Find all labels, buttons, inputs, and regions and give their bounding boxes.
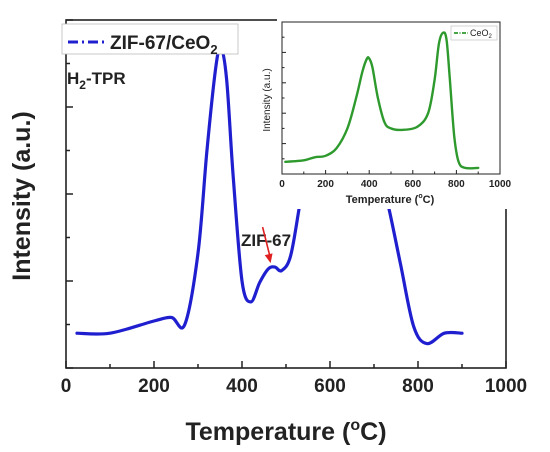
tpr-label: H2-TPR xyxy=(67,69,126,92)
inset-x-tick-label: 0 xyxy=(279,179,285,190)
inset-x-tick-label: 200 xyxy=(317,179,334,190)
main-x-tick-label: 200 xyxy=(138,376,170,397)
inset-legend: CeO2 xyxy=(450,25,498,41)
main-x-tick-label: 800 xyxy=(402,376,434,397)
inset-series-line xyxy=(284,31,480,170)
main-y-axis-title: Intensity (a.u.) xyxy=(8,111,36,280)
inset-x-tick-label: 800 xyxy=(448,179,465,190)
main-x-axis-title: Temperature (oC) xyxy=(185,417,386,446)
inset-x-axis-title: Temperature (oC) xyxy=(346,193,435,206)
main-legend: ZIF-67/CeO2 xyxy=(61,23,239,57)
main-x-tick-label: 400 xyxy=(226,376,258,397)
inset-x-tick-label: 1000 xyxy=(489,179,512,190)
zif67-arrow xyxy=(261,226,271,256)
inset-y-axis-title: Intensity (a.u.) xyxy=(262,68,273,131)
inset-legend-label: CeO2 xyxy=(470,28,493,40)
inset-background xyxy=(277,19,507,209)
main-x-ticks: 0 200 400 600 800 1000 xyxy=(61,361,527,397)
zif67-arrowhead xyxy=(264,253,273,264)
inset-legend-box xyxy=(450,25,498,41)
inset-plot: 0 200 400 600 800 1000 CeO2 Temperature (oC) … xyxy=(262,19,512,209)
inset-x-tick-label: 400 xyxy=(361,179,378,190)
main-legend-box xyxy=(61,23,239,55)
main-x-tick-label: 600 xyxy=(314,376,346,397)
inset-x-tick-label: 600 xyxy=(404,179,421,190)
main-legend-label: ZIF-67/CeO2 xyxy=(110,33,218,57)
main-x-tick-label: 0 xyxy=(61,376,72,397)
main-x-tick-label: 1000 xyxy=(485,376,527,397)
inset-plot-frame xyxy=(281,21,501,175)
